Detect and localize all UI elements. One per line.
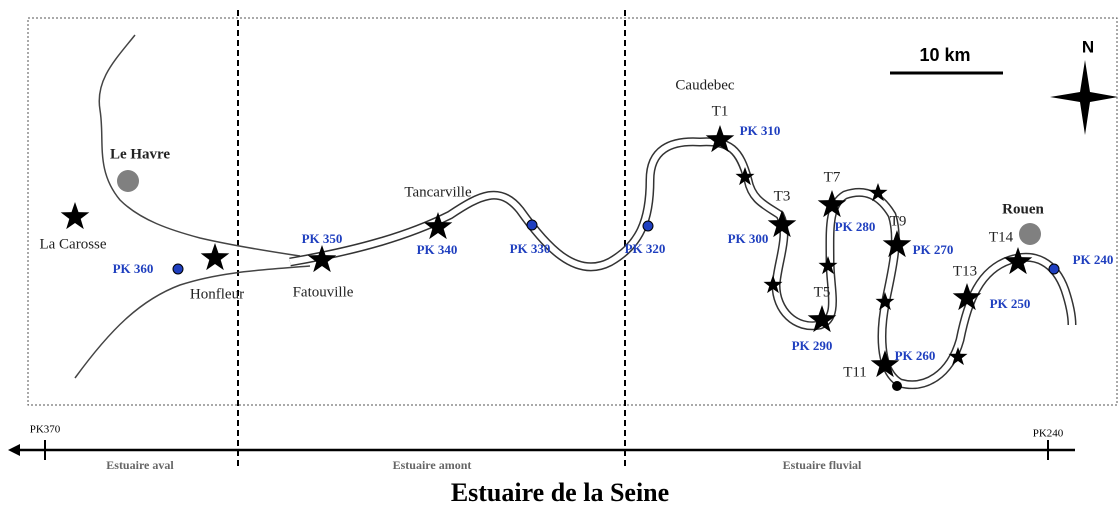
station-star [1003,247,1033,275]
place-label: Honfleur [190,286,244,302]
map-frame [27,17,1118,406]
place-label: Rouen [1002,201,1044,217]
station-label: T1 [712,103,729,119]
station-label: T11 [843,364,867,380]
pk-label: PK 340 [417,242,458,257]
station-label: T14 [989,229,1014,245]
pk-label: PK 270 [913,242,954,257]
station-star [705,125,735,153]
pk-label: PK 290 [792,338,833,353]
station-label: T13 [953,263,977,279]
pk-label: PK 300 [728,231,769,246]
station-star [807,305,837,333]
map-title: Estuaire de la Seine [451,478,669,507]
station-star [60,202,90,230]
pk-dot [1048,263,1060,275]
place-label: Fatouville [293,284,354,300]
station-star [875,292,895,311]
pk-label: PK 250 [990,296,1031,311]
station-star [948,347,968,366]
station-label: T9 [890,213,907,229]
axis-label: PK240 [1033,428,1064,440]
pk-label: PK 320 [625,241,666,256]
station-label: T5 [814,284,831,300]
place-label: La Carosse [39,236,106,252]
shore-south [74,265,311,379]
pk-dot [172,263,184,275]
north-label: N [1082,37,1094,56]
station-star [767,210,797,238]
pk-label: PK 280 [835,219,876,234]
point [892,381,902,391]
station-star [870,350,900,378]
axis-label: PK370 [30,424,61,436]
station-star [818,256,838,275]
shore-north [98,34,301,257]
north-arrow [1050,60,1118,135]
zone-label: Estuaire amont [393,458,472,472]
station-star [868,183,888,202]
pk-dot [526,219,538,231]
station-label: T3 [774,188,791,204]
station-star [817,190,847,218]
station-star [423,212,453,240]
place-label: Tancarville [404,184,472,200]
station-star [882,230,912,258]
city-dot [117,170,139,192]
place-label: Le Havre [110,146,170,162]
station-label: T7 [824,169,841,185]
pk-label: PK 360 [113,261,154,276]
scale-label: 10 km [919,45,970,65]
station-star [200,243,230,271]
place-label: Caudebec [675,77,734,93]
station-star [307,245,337,273]
station-star [763,275,783,294]
pk-label: PK 350 [302,231,343,246]
pk-label: PK 240 [1073,252,1114,267]
axis-arrow [8,444,20,456]
pk-label: PK 260 [895,348,936,363]
pk-label: PK 330 [510,241,551,256]
city-dot [1019,223,1041,245]
pk-dot [642,220,654,232]
zone-label: Estuaire aval [106,458,174,472]
zone-label: Estuaire fluvial [783,458,862,472]
pk-label: PK 310 [740,123,781,138]
station-star [952,283,982,311]
river [289,137,1077,390]
station-star [735,167,755,186]
